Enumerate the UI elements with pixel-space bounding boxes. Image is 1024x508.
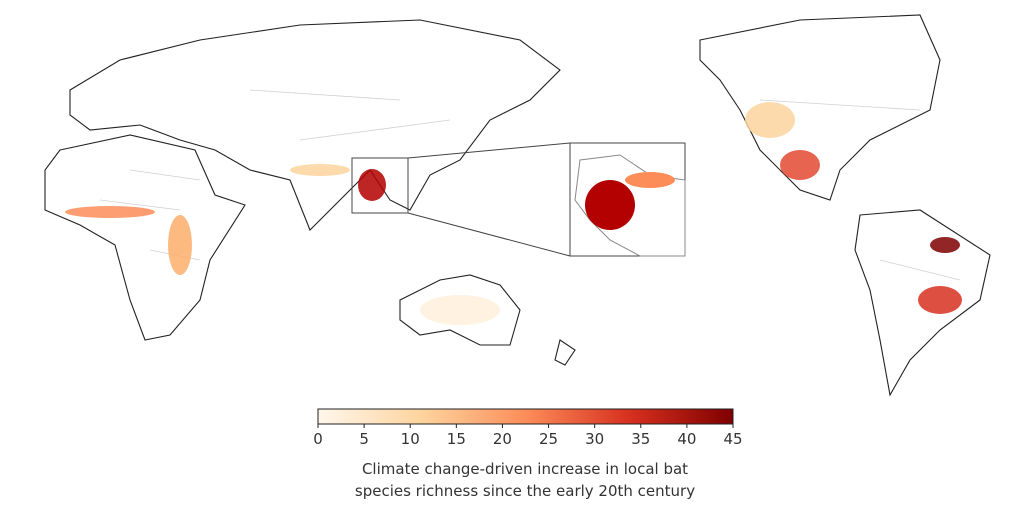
- colorbar-tick-label: 15: [447, 430, 466, 448]
- world-map: [44, 14, 991, 397]
- colorbar-tick-label: 20: [493, 430, 512, 448]
- colorbar-tick-label: 40: [677, 430, 696, 448]
- colorbar: [317, 408, 734, 425]
- colorbar-tick-label: 5: [359, 430, 369, 448]
- colorbar-tick-label: 30: [585, 430, 604, 448]
- colorbar-tick-label: 0: [313, 430, 323, 448]
- colorbar-tick-label: 35: [631, 430, 650, 448]
- colorbar-tick-label: 10: [401, 430, 420, 448]
- colorbar-label: species richness since the early 20th ce…: [355, 482, 695, 500]
- richness-hotspots: [65, 102, 962, 325]
- colorbar-label: Climate change-driven increase in local …: [362, 460, 688, 478]
- colorbar-tick-label: 45: [723, 430, 742, 448]
- colorbar-tick-label: 25: [539, 430, 558, 448]
